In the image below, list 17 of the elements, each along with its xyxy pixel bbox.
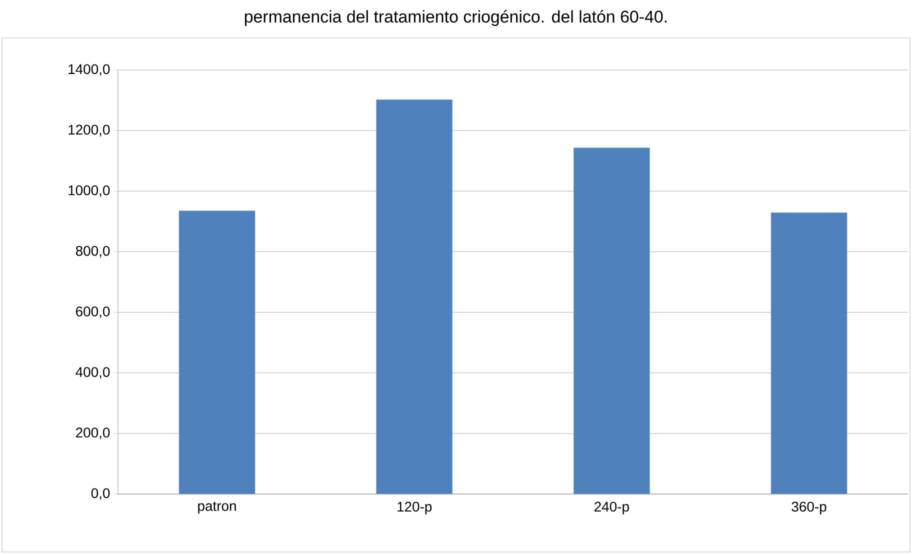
x-tick-label: patron — [198, 502, 236, 514]
bar — [770, 212, 848, 494]
y-tick-label: 1000,0 — [68, 185, 110, 197]
y-tick-label: 1400,0 — [68, 64, 110, 76]
bar — [376, 99, 453, 494]
bar — [573, 148, 650, 494]
bar — [178, 210, 256, 494]
x-tick-label: 240-p — [594, 502, 629, 514]
y-tick-label: 1200,0 — [68, 124, 110, 136]
y-tick-label: 400,0 — [76, 367, 110, 379]
y-tick-label: 600,0 — [76, 306, 110, 318]
chart-title: permanencia del tratamiento criogénico. del latón 60-40. — [244, 10, 667, 26]
y-tick-label: 0,0 — [91, 488, 110, 500]
y-tick-label: 800,0 — [76, 246, 110, 258]
x-tick-label: 120-p — [398, 502, 432, 514]
x-tick-label: 360-p — [792, 502, 826, 514]
y-tick-label: 200,0 — [76, 428, 110, 440]
